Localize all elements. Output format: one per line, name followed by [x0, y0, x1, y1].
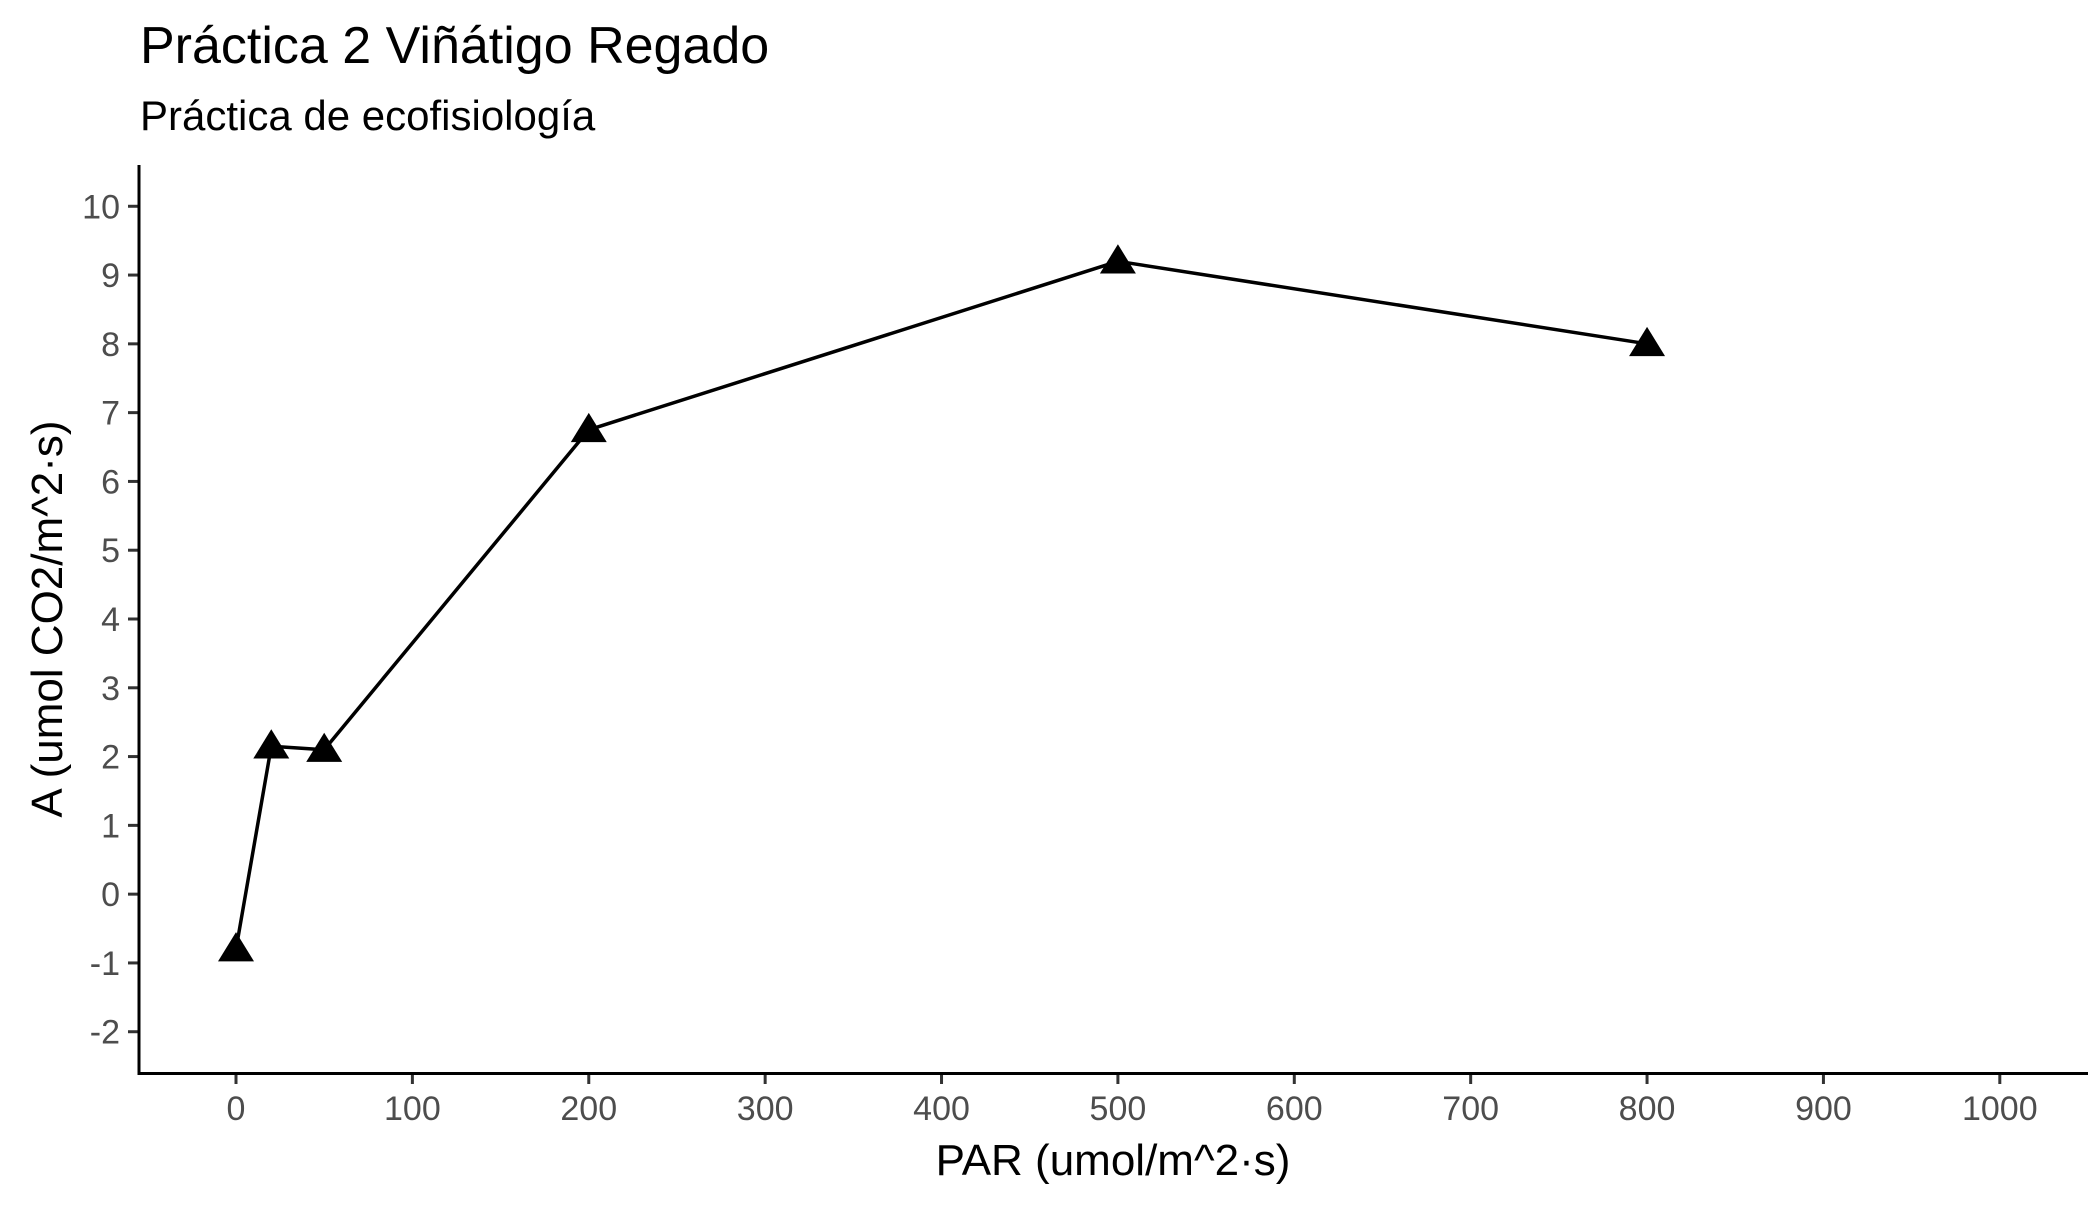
x-axis-title: PAR (umol/m^2·s) — [936, 1136, 1291, 1185]
y-tick-label: -1 — [90, 945, 120, 983]
y-tick-label: 2 — [101, 739, 120, 777]
chart-title: Práctica 2 Viñátigo Regado — [140, 17, 769, 75]
x-tick-label: 400 — [913, 1090, 970, 1128]
data-point-marker — [306, 732, 343, 762]
x-tick-label: 900 — [1795, 1090, 1852, 1128]
data-point-marker — [1629, 326, 1666, 357]
data-point-marker — [253, 729, 290, 759]
x-tick-label: 200 — [560, 1090, 617, 1128]
chart-subtitle: Práctica de ecofisiología — [140, 92, 596, 139]
x-tick-label: 300 — [737, 1090, 794, 1128]
x-tick-label: 1000 — [1962, 1090, 2038, 1128]
x-axis-ticks: 0 100 200 300 400 500 600 700 800 900 1000 — [227, 1073, 2038, 1128]
data-point-marker — [570, 412, 607, 443]
y-tick-label: 1 — [101, 807, 120, 845]
x-tick-label: 700 — [1442, 1090, 1499, 1128]
y-tick-label: -2 — [90, 1014, 120, 1052]
data-point-marker — [1099, 244, 1136, 274]
y-tick-label: 3 — [101, 670, 120, 708]
x-tick-label: 800 — [1619, 1090, 1676, 1128]
y-tick-label: 0 — [101, 876, 120, 914]
y-tick-label: 10 — [82, 188, 120, 226]
data-point-marker — [218, 932, 255, 962]
y-axis-ticks: -2 -1 0 1 2 3 4 5 6 7 8 9 10 — [82, 188, 139, 1052]
y-tick-label: 7 — [101, 395, 120, 433]
y-tick-label: 5 — [101, 532, 120, 570]
y-axis-title: A (umol CO2/m^2·s) — [23, 420, 72, 817]
x-tick-label: 0 — [227, 1090, 246, 1128]
y-tick-label: 4 — [101, 601, 120, 639]
series-layer — [218, 244, 1666, 962]
series-line — [234, 259, 1648, 950]
y-tick-label: 6 — [101, 463, 120, 501]
x-tick-label: 100 — [384, 1090, 441, 1128]
x-tick-label: 500 — [1090, 1090, 1147, 1128]
y-tick-label: 9 — [101, 257, 120, 295]
x-tick-label: 600 — [1266, 1090, 1323, 1128]
y-tick-label: 8 — [101, 326, 120, 364]
